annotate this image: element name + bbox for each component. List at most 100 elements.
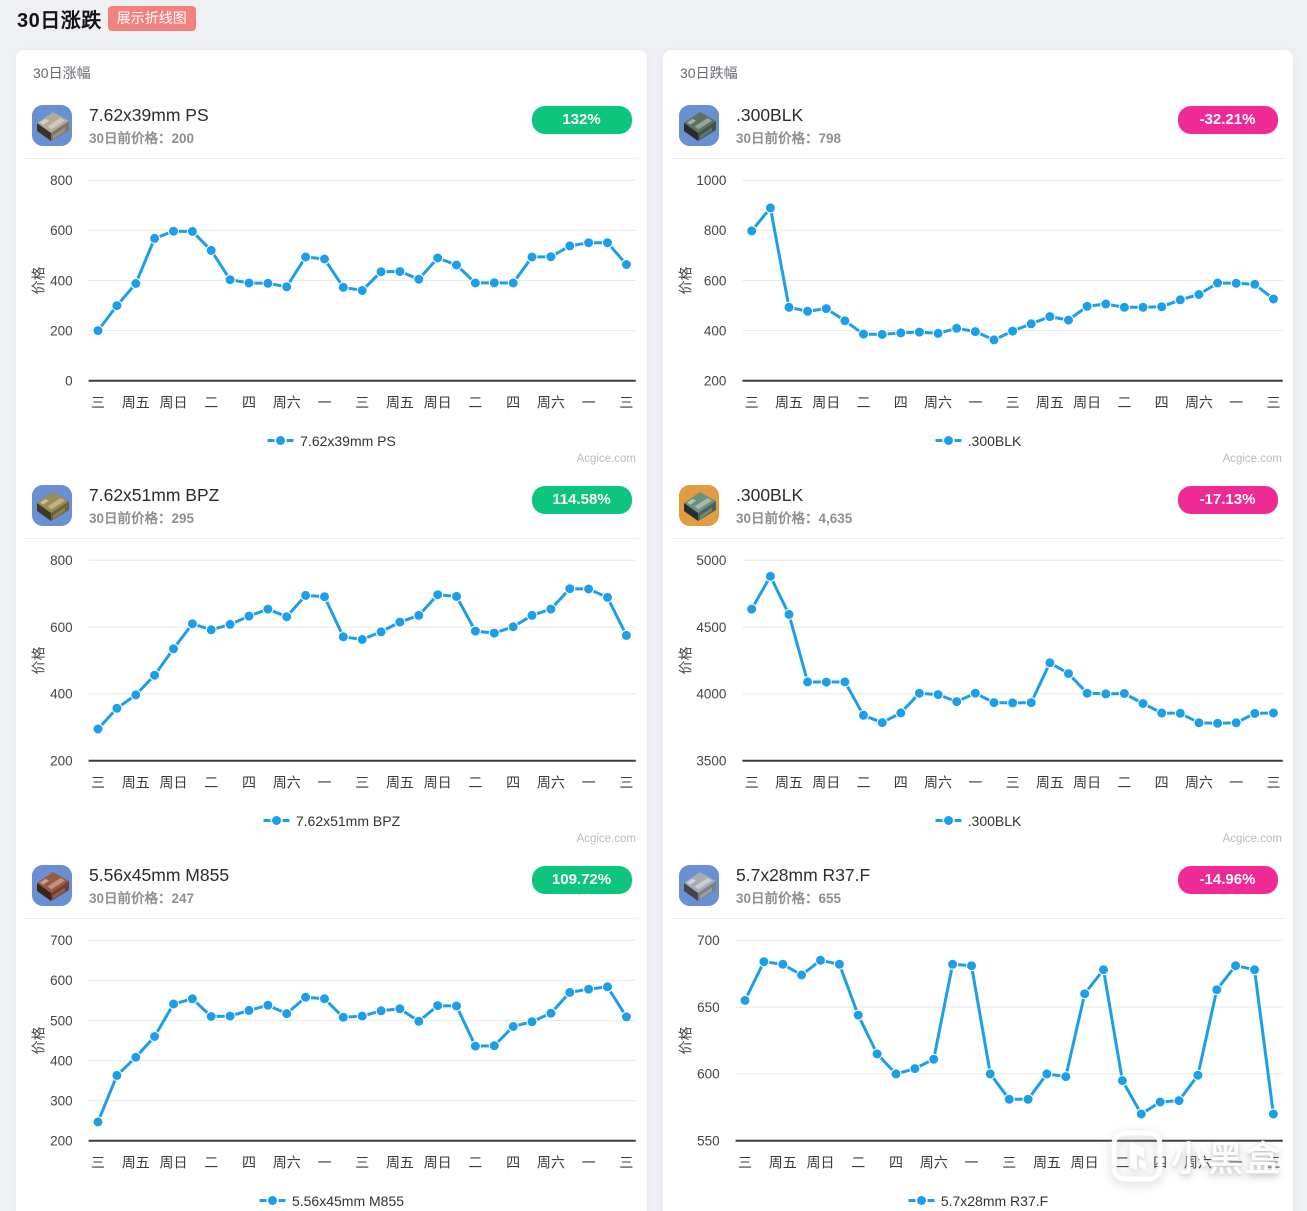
item-price-before: 30日前价格：655 <box>736 891 842 906</box>
svg-text:200: 200 <box>50 323 73 338</box>
svg-text:二: 二 <box>851 1155 865 1171</box>
svg-text:四: 四 <box>1153 1155 1167 1171</box>
svg-text:周六: 周六 <box>924 395 952 411</box>
legend-line-marker-icon <box>935 436 962 445</box>
svg-text:0: 0 <box>65 374 73 389</box>
svg-text:周六: 周六 <box>273 1155 301 1171</box>
line-chart: 2004006008001000价格三 周五 周日二四周六一三周五 周日二四周六一三 <box>678 173 1283 411</box>
change-badge: 114.58% <box>531 486 632 514</box>
svg-text:三: 三 <box>745 395 759 411</box>
line-chart: 550600650700价格三 周五 周日二四周六一三周五 周日二四周六一三 <box>678 933 1283 1171</box>
gainers-card-title: 30日涨幅 <box>33 65 91 81</box>
svg-text:三: 三 <box>619 395 633 411</box>
svg-text:价格: 价格 <box>678 267 694 295</box>
svg-text:二: 二 <box>1117 395 1131 411</box>
svg-text:200: 200 <box>50 754 73 769</box>
change-badge: -32.21% <box>1177 106 1278 134</box>
gainers-card: 30日涨幅 7.62x39mm PS 30日前价格：200 132% 0 200 400 6… <box>16 50 647 1211</box>
item-icon <box>679 865 719 906</box>
svg-text:周五: 周五 <box>122 395 150 411</box>
item-name: .300BLK <box>736 485 804 505</box>
svg-text:一: 一 <box>968 395 982 411</box>
svg-text:周日: 周日 <box>812 395 840 411</box>
svg-text:600: 600 <box>704 273 727 288</box>
svg-text:200: 200 <box>50 1134 73 1149</box>
svg-text:周六: 周六 <box>273 775 301 791</box>
svg-text:300: 300 <box>50 1093 73 1108</box>
svg-text:四: 四 <box>506 775 520 791</box>
svg-text:周日: 周日 <box>1073 395 1101 411</box>
svg-text:周日: 周日 <box>160 395 188 411</box>
item-name: 5.56x45mm M855 <box>89 865 230 885</box>
item-name: 5.7x28mm R37.F <box>736 865 871 885</box>
svg-text:周六: 周六 <box>1184 1155 1212 1171</box>
chart-legend[interactable]: .300BLK <box>663 812 1293 829</box>
svg-text:周五: 周五 <box>1033 1155 1061 1171</box>
show-line-chart-button[interactable]: 展示折线图 <box>107 6 196 31</box>
svg-text:周六: 周六 <box>1185 395 1213 411</box>
legend-label: 5.56x45mm M855 <box>291 1192 405 1209</box>
svg-text:700: 700 <box>50 933 73 948</box>
legend-line-marker-icon <box>267 436 294 445</box>
section-divider <box>24 918 639 919</box>
chart-section: 5.56x45mm M855 30日前价格：247 109.72% 200 300 400… <box>16 865 647 1211</box>
legend-line-marker-icon <box>908 1196 935 1205</box>
svg-text:周六: 周六 <box>924 775 952 791</box>
chart-legend[interactable]: 5.56x45mm M855 <box>16 1192 647 1209</box>
change-badge: 132% <box>531 106 632 134</box>
svg-text:周六: 周六 <box>273 395 301 411</box>
svg-text:周五: 周五 <box>386 1155 414 1171</box>
svg-text:400: 400 <box>50 273 73 288</box>
chart-legend[interactable]: 7.62x39mm PS <box>16 432 647 449</box>
acgice-watermark: Acgice.com <box>1222 453 1282 465</box>
item-icon <box>32 865 72 906</box>
svg-text:四: 四 <box>894 395 908 411</box>
page-header: 30日涨跌 展示折线图 <box>17 4 196 33</box>
svg-text:二: 二 <box>1117 775 1131 791</box>
legend-label: .300BLK <box>967 812 1022 829</box>
svg-text:二: 二 <box>204 1155 218 1171</box>
svg-text:价格: 价格 <box>31 647 47 675</box>
line-chart: 0200400600800价格三 周五 周日二四周六一三周五 周日二四周六一三 <box>31 173 636 411</box>
svg-text:一: 一 <box>582 775 596 791</box>
svg-text:二: 二 <box>857 395 871 411</box>
section-divider <box>671 918 1285 919</box>
svg-text:周日: 周日 <box>1071 1155 1099 1171</box>
svg-text:550: 550 <box>697 1134 720 1149</box>
svg-text:四: 四 <box>242 1155 256 1171</box>
svg-text:周六: 周六 <box>537 775 565 791</box>
svg-text:周五: 周五 <box>386 775 414 791</box>
section-divider <box>24 158 639 159</box>
section-divider <box>671 158 1285 159</box>
svg-text:4000: 4000 <box>696 687 726 702</box>
svg-text:三: 三 <box>91 775 105 791</box>
svg-text:周六: 周六 <box>920 1155 948 1171</box>
svg-text:三: 三 <box>738 1155 752 1171</box>
svg-text:周日: 周日 <box>424 1155 452 1171</box>
item-icon <box>679 485 719 526</box>
svg-text:4500: 4500 <box>696 620 726 635</box>
svg-text:周日: 周日 <box>424 775 452 791</box>
chart-legend[interactable]: .300BLK <box>663 432 1293 449</box>
chart-section: 5.7x28mm R37.F 30日前价格：655 -14.96% 550 600 650… <box>663 865 1293 1211</box>
chart-legend[interactable]: 5.7x28mm R37.F <box>663 1192 1293 1209</box>
item-icon <box>679 105 719 146</box>
chart-legend[interactable]: 7.62x51mm BPZ <box>16 812 647 829</box>
svg-text:二: 二 <box>204 775 218 791</box>
svg-text:四: 四 <box>894 775 908 791</box>
svg-text:三: 三 <box>745 775 759 791</box>
legend-line-marker-icon <box>935 816 962 825</box>
chart-section: .300BLK 30日前价格：798 -32.21% 200 400 600 800 1000… <box>663 105 1293 485</box>
losers-card: 30日跌幅 .300BLK 30日前价格：798 -32.21% 200 400 600 8… <box>663 50 1293 1211</box>
svg-text:600: 600 <box>50 973 73 988</box>
svg-text:一: 一 <box>317 1155 331 1171</box>
svg-text:三: 三 <box>355 1155 369 1171</box>
svg-text:周五: 周五 <box>1036 775 1064 791</box>
line-chart: 200300400500600700价格三 周五 周日二四周六一三周五 周日二四周六一… <box>31 933 636 1171</box>
item-price-before: 30日前价格：247 <box>89 891 195 906</box>
svg-text:周六: 周六 <box>537 1155 565 1171</box>
svg-text:三: 三 <box>1006 775 1020 791</box>
svg-text:二: 二 <box>468 395 482 411</box>
item-icon <box>32 105 72 146</box>
svg-text:周六: 周六 <box>537 395 565 411</box>
